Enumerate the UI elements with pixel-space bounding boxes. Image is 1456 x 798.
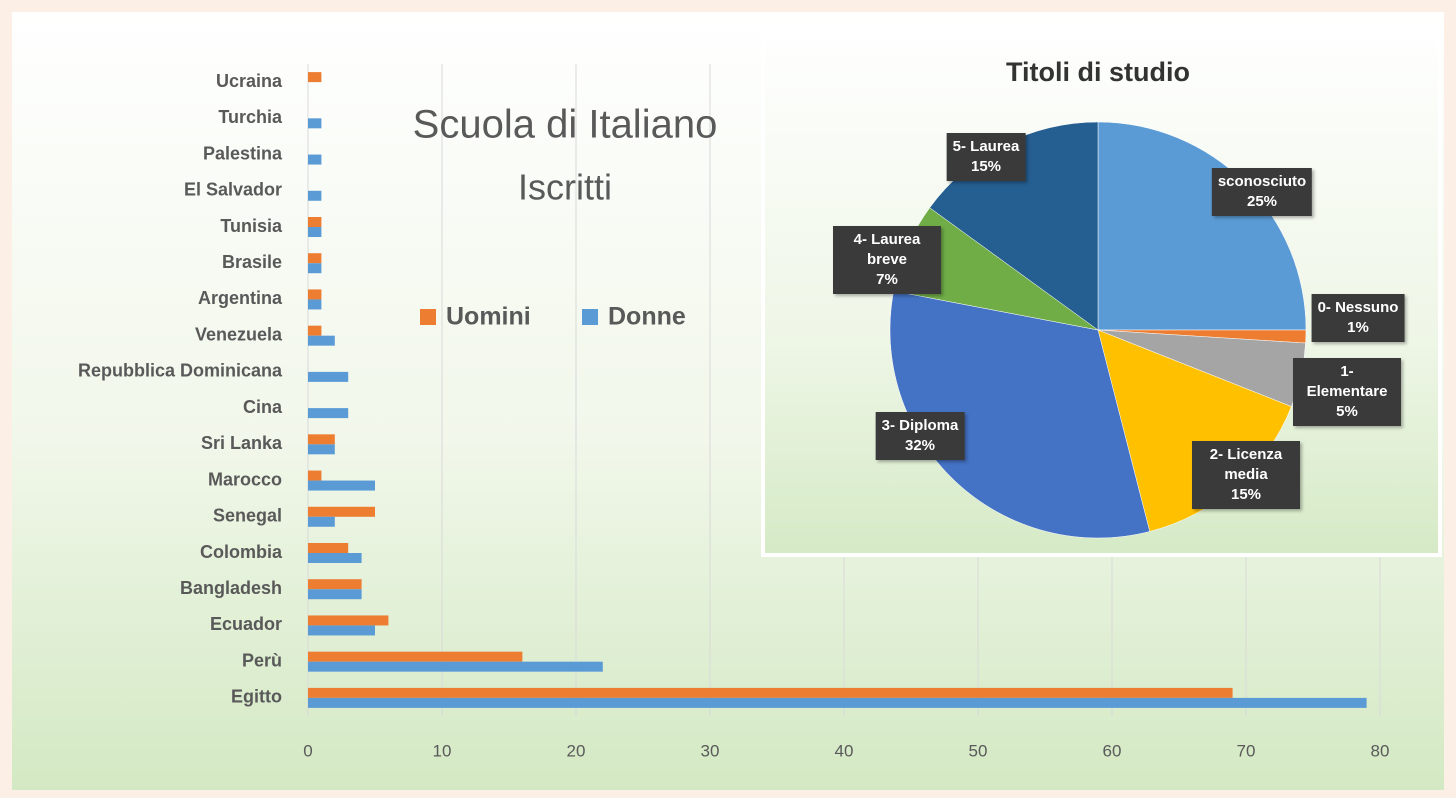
bar <box>308 697 1367 708</box>
y-tick-label: Tunisia <box>220 216 283 236</box>
bar <box>308 227 322 237</box>
y-tick-label: El Salvador <box>184 180 282 200</box>
chart-title: Scuola di Italiano <box>413 103 718 147</box>
legend-label: Donne <box>608 303 686 331</box>
x-tick-label: 10 <box>433 741 452 760</box>
y-tick-label: Palestina <box>203 143 283 163</box>
y-tick-label: Cina <box>243 397 283 417</box>
legend-label: Uomini <box>446 303 531 331</box>
pie-label: 3- Diploma 32% <box>875 412 965 460</box>
x-tick-label: 50 <box>969 741 988 760</box>
bar <box>308 506 375 517</box>
x-tick-label: 0 <box>303 741 312 760</box>
bar <box>308 325 322 336</box>
bar <box>308 253 322 264</box>
pie-label: 4- Laurea breve 7% <box>833 226 941 294</box>
y-tick-label: Colombia <box>200 542 283 562</box>
y-tick-label: Bangladesh <box>180 578 282 598</box>
bar <box>308 651 523 662</box>
pie-title: Titoli di studio <box>1006 57 1190 87</box>
y-tick-label: Egitto <box>231 687 282 707</box>
bar <box>308 335 335 346</box>
bar <box>308 615 389 626</box>
pie-label-value: 1% <box>1347 319 1369 336</box>
y-tick-label: Ecuador <box>210 614 282 634</box>
y-tick-label: Senegal <box>213 506 282 526</box>
pie-label-value: 32% <box>904 437 936 454</box>
bar <box>308 470 322 481</box>
x-tick-label: 70 <box>1237 741 1256 760</box>
pie-label-value: 5% <box>1336 403 1358 420</box>
pie-label-name: 5- Laurea <box>952 138 1020 155</box>
pie-label: 5- Laurea 15% <box>946 133 1026 181</box>
bar <box>308 299 322 310</box>
bar <box>308 263 322 274</box>
bar <box>308 434 335 445</box>
bar <box>308 190 322 201</box>
x-tick-label: 30 <box>701 741 720 760</box>
bar <box>308 480 375 491</box>
bar <box>308 371 349 382</box>
bar <box>308 661 603 672</box>
pie-label-value: 7% <box>876 271 898 288</box>
bar <box>308 289 322 300</box>
y-tick-label: Perù <box>242 650 282 670</box>
bar <box>308 589 362 600</box>
legend-swatch <box>582 309 598 325</box>
x-tick-label: 80 <box>1371 741 1390 760</box>
y-tick-label: Ucraina <box>216 71 283 91</box>
bar <box>308 687 1233 698</box>
bar <box>308 625 375 636</box>
pie-label-name: 3- Diploma <box>881 417 959 434</box>
bar <box>308 217 322 227</box>
pie-label-name: 2- Licenza media <box>1209 446 1283 483</box>
y-tick-label: Sri Lanka <box>201 433 283 453</box>
x-tick-label: 60 <box>1103 741 1122 760</box>
pie-label-name: 4- Laurea breve <box>853 231 921 268</box>
y-tick-label: Venezuela <box>195 324 283 344</box>
chart-subtitle: Iscritti <box>518 167 612 208</box>
pie-label-name: 0- Nessuno <box>1317 299 1399 316</box>
bar <box>308 516 335 527</box>
pie-label-value: 15% <box>970 158 1002 175</box>
pie-label: sconosciuto 25% <box>1211 168 1313 216</box>
bar <box>308 408 349 419</box>
pie-label: 2- Licenza media 15% <box>1192 441 1300 509</box>
x-tick-label: 20 <box>567 741 586 760</box>
bar <box>308 543 349 553</box>
bar <box>308 444 335 455</box>
y-tick-label: Turchia <box>218 107 283 127</box>
pie-slice <box>889 290 1151 539</box>
y-tick-label: Brasile <box>222 252 282 272</box>
pie-label-value: 15% <box>1230 486 1262 503</box>
legend-swatch <box>420 309 436 325</box>
bar <box>308 72 322 83</box>
bar <box>308 553 362 563</box>
y-tick-label: Argentina <box>198 288 283 308</box>
y-tick-label: Repubblica Dominicana <box>78 361 283 381</box>
pie-label-name: 1- Elementare <box>1306 363 1388 400</box>
pie-label: 1- Elementare 5% <box>1293 358 1401 426</box>
bar <box>308 118 322 129</box>
bar <box>308 579 362 590</box>
x-tick-label: 40 <box>835 741 854 760</box>
pie-label-name: sconosciuto <box>1217 173 1307 190</box>
pie-label: 0- Nessuno 1% <box>1311 294 1405 342</box>
pie-label-value: 25% <box>1246 193 1278 210</box>
bar <box>308 154 322 165</box>
y-tick-label: Marocco <box>208 469 282 489</box>
